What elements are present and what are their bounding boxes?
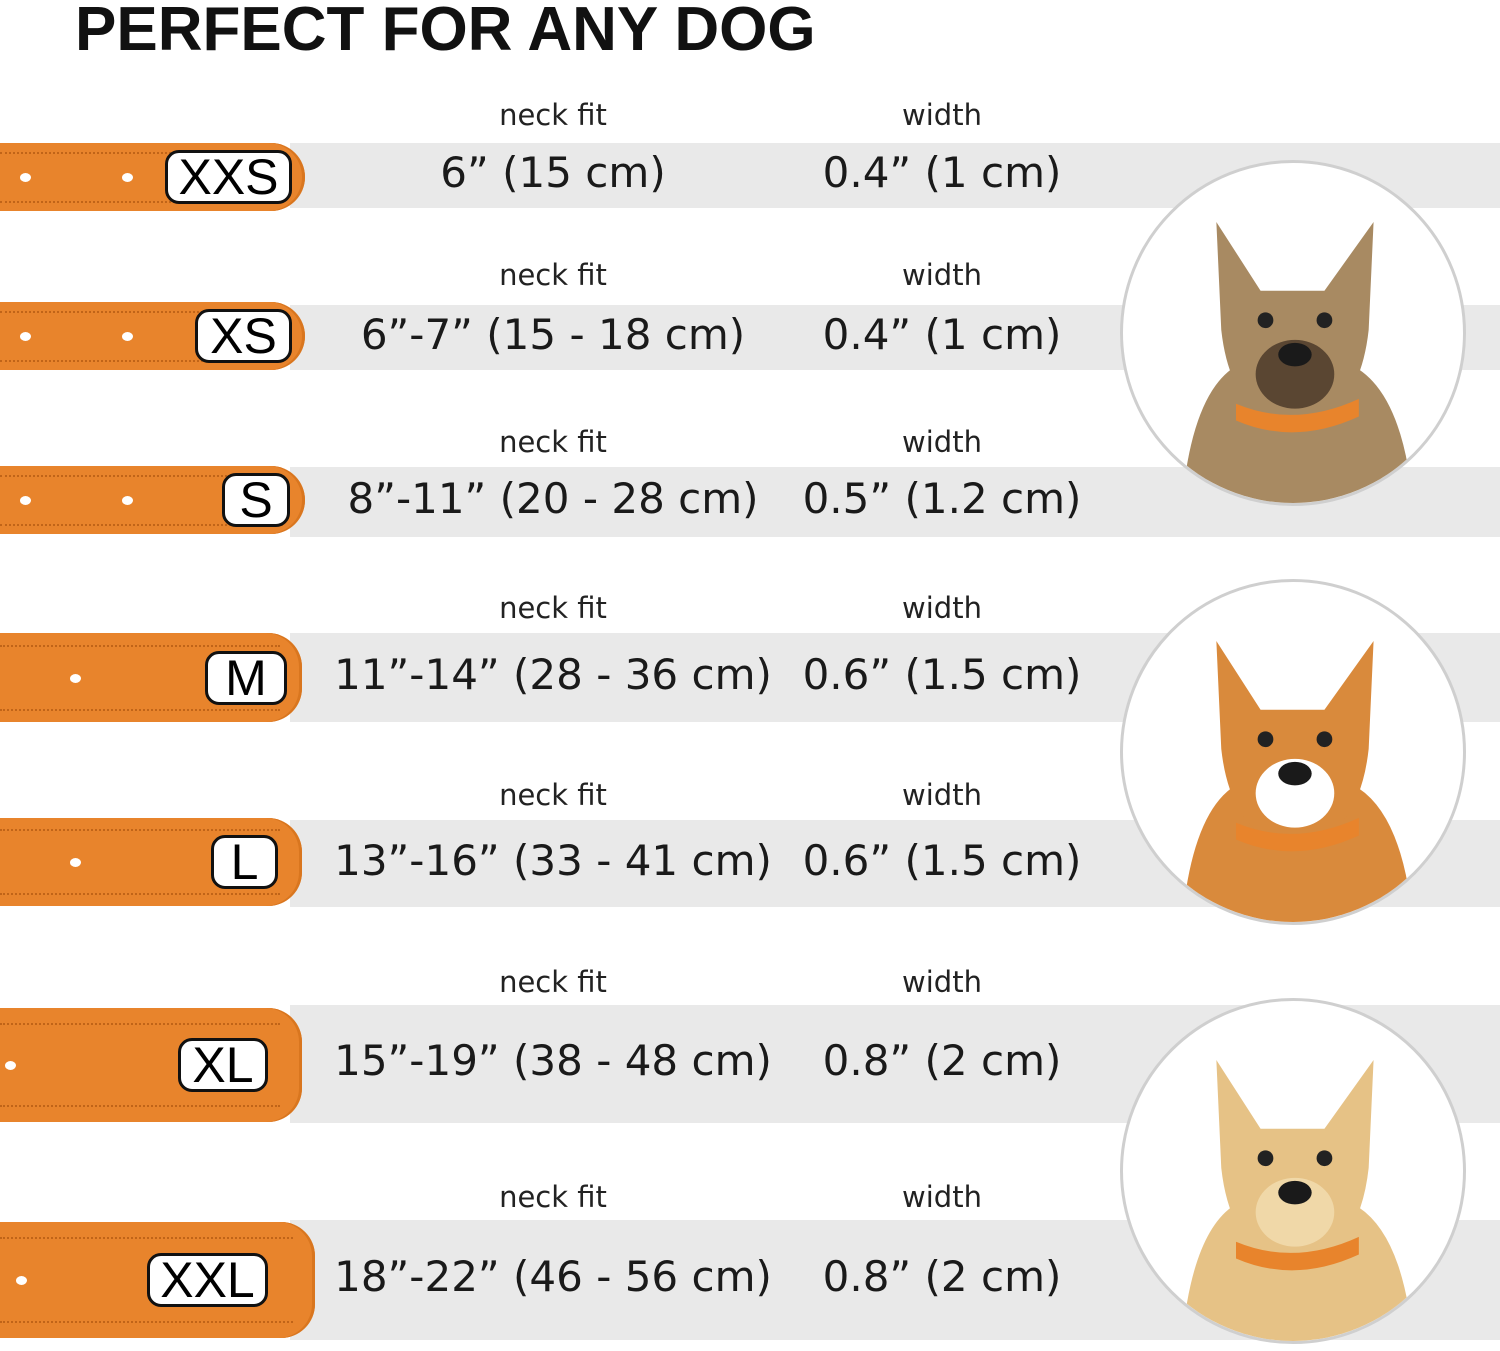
collar-hole — [122, 332, 133, 341]
collar-hole — [70, 673, 81, 683]
neck-fit-value: 6” (15 cm) — [440, 147, 666, 197]
collar-hole — [20, 496, 31, 505]
small-terrier-photo — [1120, 160, 1466, 506]
neck-fit-value: 18”-22” (46 - 56 cm) — [334, 1252, 772, 1301]
width-value: 0.4” (1 cm) — [822, 309, 1062, 359]
width-value: 0.8” (2 cm) — [822, 1252, 1062, 1301]
width-value: 0.4” (1 cm) — [822, 147, 1062, 197]
size-badge: S — [222, 473, 290, 527]
page-title: PERFECT FOR ANY DOG — [75, 0, 816, 64]
collar-hole — [16, 1276, 27, 1285]
width-label: width — [902, 258, 982, 292]
neck-fit-value: 8”-11” (20 - 28 cm) — [347, 474, 759, 523]
neck-fit-value: 6”-7” (15 - 18 cm) — [360, 309, 746, 359]
collar-hole — [70, 858, 81, 867]
size-badge: XXS — [165, 150, 292, 204]
size-badge: XL — [178, 1038, 268, 1092]
collar-hole — [5, 1061, 16, 1070]
size-badge: L — [211, 835, 278, 889]
collar-hole — [20, 332, 31, 341]
width-label: width — [902, 965, 982, 999]
neck-fit-value: 13”-16” (33 - 41 cm) — [334, 835, 772, 885]
width-label: width — [902, 591, 982, 625]
corgi-photo — [1120, 579, 1466, 925]
neck-fit-label: neck fit — [499, 778, 607, 812]
neck-fit-value: 15”-19” (38 - 48 cm) — [334, 1036, 772, 1085]
width-value: 0.6” (1.5 cm) — [802, 649, 1082, 699]
width-value: 0.5” (1.2 cm) — [802, 474, 1082, 523]
neck-fit-label: neck fit — [499, 591, 607, 625]
labrador-photo — [1120, 998, 1466, 1344]
neck-fit-label: neck fit — [499, 98, 607, 132]
neck-fit-value: 11”-14” (28 - 36 cm) — [334, 649, 772, 699]
width-value: 0.6” (1.5 cm) — [802, 835, 1082, 885]
width-label: width — [902, 98, 982, 132]
neck-fit-label: neck fit — [499, 965, 607, 999]
width-label: width — [902, 425, 982, 459]
size-badge: XS — [195, 309, 292, 363]
width-label: width — [902, 778, 982, 812]
size-badge: M — [205, 650, 287, 705]
neck-fit-label: neck fit — [499, 1180, 607, 1214]
width-value: 0.8” (2 cm) — [822, 1036, 1062, 1085]
collar-hole — [122, 496, 133, 505]
width-label: width — [902, 1180, 982, 1214]
collar-hole — [20, 173, 31, 182]
neck-fit-label: neck fit — [499, 425, 607, 459]
size-badge: XXL — [147, 1253, 268, 1307]
neck-fit-label: neck fit — [499, 258, 607, 292]
collar-hole — [122, 173, 133, 182]
